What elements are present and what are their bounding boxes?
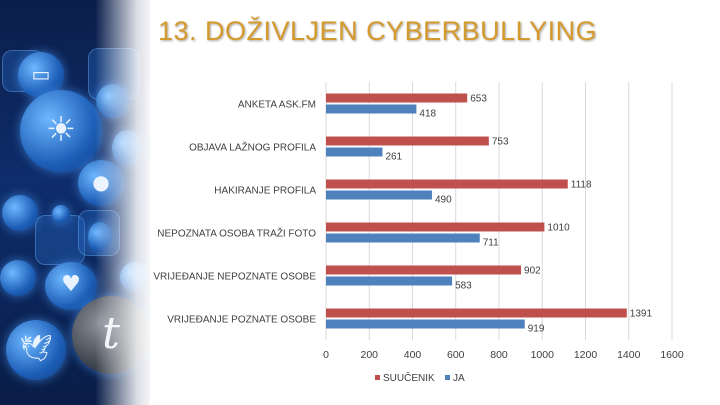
bar-ja [326,276,453,286]
legend-label: JA [453,373,465,384]
data-label: 583 [455,281,472,292]
legend-swatch [375,375,380,380]
legend-label: SUUČENIK [383,371,435,384]
data-label: 1118 [571,180,592,191]
panel-fade [95,0,150,405]
x-tick-label: 200 [360,349,378,361]
category-label: NEPOZNATA OSOBA TRAŽI FOTO [157,227,316,240]
category-label: VRIJEĐANJE POZNATE OSOBE [167,315,316,326]
x-tick-label: 1000 [531,349,555,361]
legend-swatch [445,375,450,380]
bar-suucenik [326,265,522,275]
data-label: 753 [492,137,509,148]
decorative-icon-panel: ▭ ☀ ● ♥ 🕊 t [0,0,150,405]
page-title: 13. DOŽIVLJEN CYBERBULLYING [158,16,598,46]
data-label: 711 [483,238,499,249]
x-tick-label: 600 [447,349,465,361]
tv-glyph: ▭ [31,62,51,86]
twitter-bird-icon [6,320,66,380]
data-label: 919 [528,324,545,335]
bar-ja [326,233,480,243]
bar-suucenik [326,308,627,318]
x-tick-label: 1600 [660,349,684,361]
bar-suucenik [326,179,568,189]
category-label: HAKIRANJE PROFILA [214,186,316,197]
x-tick-label: 1200 [574,349,598,361]
category-label: OBJAVA LAŽNOG PROFILA [189,141,316,154]
bird-glyph: 🕊 [19,334,53,364]
lock-icon [52,205,70,223]
lightbulb-icon [20,90,102,172]
data-label: 490 [435,195,452,206]
bar-ja [326,104,417,114]
x-tick-label: 800 [490,349,508,361]
x-tick-label: 1400 [617,349,641,361]
data-label: 261 [385,152,402,163]
data-label: 1391 [630,309,653,320]
category-label: ANKETA ASK.FM [238,100,316,111]
x-tick-label: 400 [404,349,422,361]
x-tick-label: 0 [323,349,329,361]
data-label: 653 [470,94,487,105]
heart-glyph: ♥ [61,272,81,297]
bar-ja [326,319,525,329]
bar-ja [326,147,383,157]
bar-suucenik [326,136,489,146]
bar-suucenik [326,93,468,103]
tile [35,215,85,265]
lightbulb-glyph: ☀ [45,110,77,150]
data-label: 902 [524,266,541,277]
data-label: 418 [419,109,436,120]
link-icon [2,195,38,231]
category-label: VRIJEĐANJE NEPOZNATE OSOBE [153,272,316,283]
data-label: 1010 [547,223,570,234]
bar-ja [326,190,432,200]
bar-suucenik [326,222,545,232]
heart-icon-small [0,260,36,296]
